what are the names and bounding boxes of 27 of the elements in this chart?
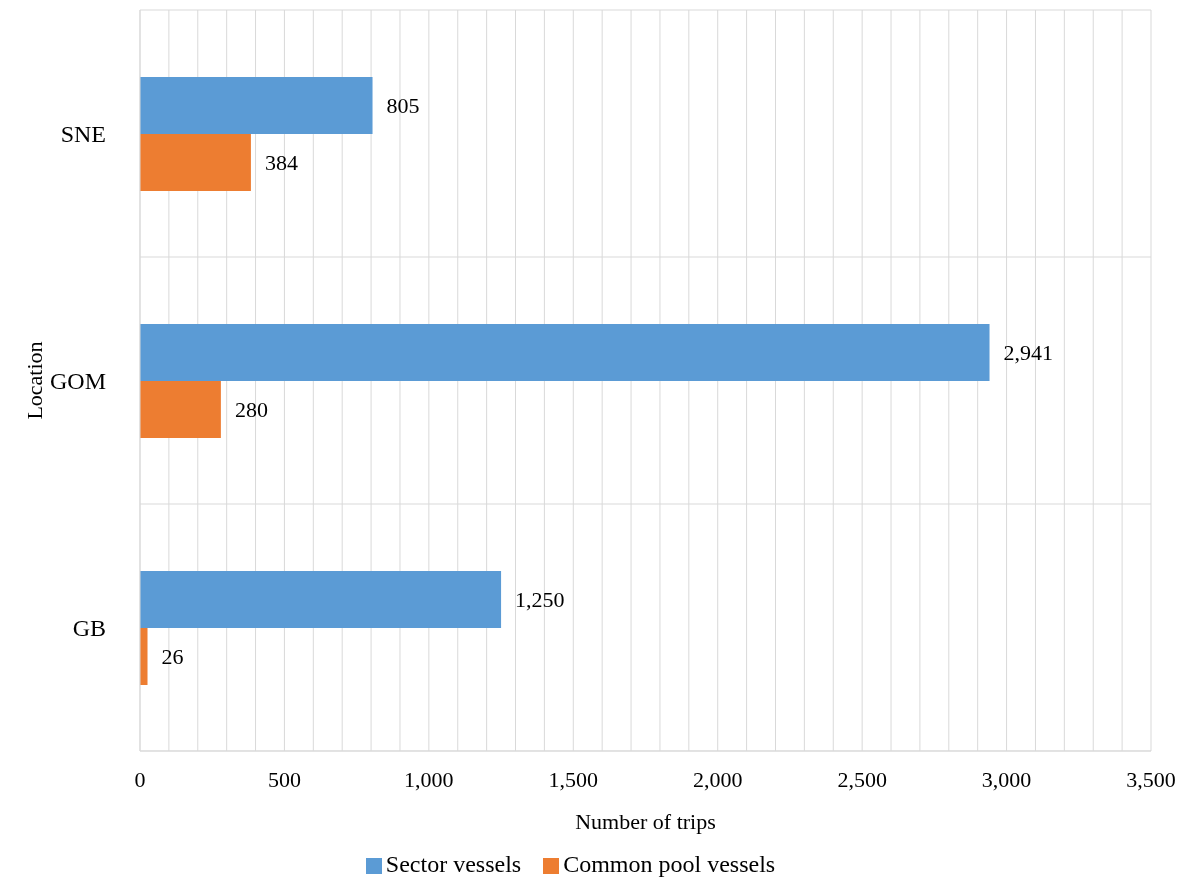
bar [140, 324, 990, 381]
x-tick-label: 3,000 [981, 766, 1032, 792]
bar [140, 77, 373, 134]
x-tick-label: 2,000 [692, 766, 743, 792]
data-label: 384 [264, 150, 298, 176]
x-tick-label: 1,000 [404, 766, 454, 792]
x-tick-label: 2,500 [837, 766, 887, 792]
bar [140, 628, 148, 685]
x-axis-title: Number of trips [575, 809, 716, 834]
legend-label: Common pool vessels [563, 851, 776, 877]
y-tick-label: GB [72, 615, 106, 642]
data-label: 2,941 [1003, 340, 1054, 366]
bar [140, 381, 221, 438]
data-label: 805 [386, 93, 420, 119]
y-tick-label: GOM [49, 368, 106, 395]
legend-label: Sector vessels [385, 851, 522, 877]
bar [140, 571, 502, 628]
data-label: 1,250 [515, 587, 565, 613]
x-tick-label: 3,500 [1126, 766, 1176, 792]
y-tick-label: SNE [60, 121, 106, 148]
x-tick-label: 500 [267, 766, 301, 792]
x-tick-label: 0 [134, 766, 146, 792]
data-label: 280 [234, 397, 268, 423]
data-label: 26 [161, 644, 184, 670]
y-axis-title: Location [21, 341, 47, 420]
bar [140, 134, 251, 191]
x-tick-label: 1,500 [548, 766, 599, 792]
